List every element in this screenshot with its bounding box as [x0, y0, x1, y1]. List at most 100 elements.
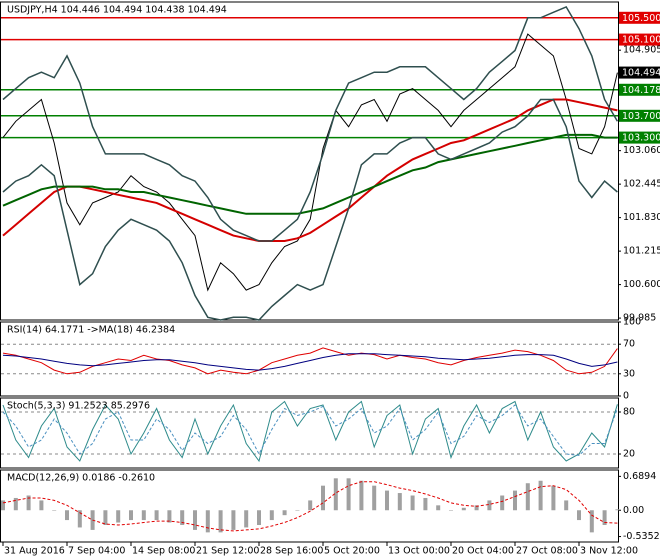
- level-label-box: [619, 33, 660, 46]
- histogram-bar: [295, 510, 300, 511]
- histogram-bar: [65, 510, 69, 521]
- x-tick-label: 5 Oct 20:00: [324, 546, 380, 557]
- y-tick-label: 104.905: [623, 45, 660, 56]
- y-tick-label: 100: [623, 317, 641, 328]
- histogram-bar: [385, 490, 389, 511]
- histogram-bar: [321, 485, 325, 511]
- x-tick-label: 28 Sep 16:00: [260, 546, 323, 557]
- histogram-bar: [602, 510, 607, 525]
- histogram-bar: [423, 497, 428, 511]
- last-price-label: 104.494: [622, 68, 660, 79]
- line-series: [2, 133, 618, 215]
- panel-frame: [0, 469, 619, 543]
- y-tick-label: 20: [623, 449, 635, 460]
- histogram-bar: [205, 510, 210, 533]
- histogram-bar: [346, 478, 351, 511]
- x-tick-label: 3 Nov 12:00: [580, 546, 638, 557]
- y-tick-label: 101.215: [623, 246, 660, 257]
- level-label-box: [619, 131, 660, 144]
- histogram-bar: [500, 495, 505, 511]
- histogram-bar: [359, 480, 364, 511]
- line-series: [2, 400, 618, 463]
- histogram-bar: [449, 510, 453, 511]
- histogram-bar: [525, 483, 530, 511]
- histogram-bar: [26, 495, 31, 511]
- x-tick-label: 14 Sep 08:00: [132, 546, 195, 557]
- histogram-bar: [333, 478, 338, 511]
- panel-title: USDJPY,H4 104.446 104.494 104.438 104.49…: [7, 5, 227, 16]
- line-series: [2, 5, 619, 242]
- y-tick-label: 99.985: [623, 313, 656, 324]
- level-label: 103.300: [622, 133, 660, 144]
- y-tick-label: 103.060: [623, 145, 660, 156]
- x-tick-label: 27 Oct 08:00: [516, 546, 578, 557]
- x-tick-label: 21 Sep 12:00: [196, 546, 259, 557]
- level-label: 105.500: [622, 13, 660, 24]
- x-tick-label: 20 Oct 04:00: [452, 546, 514, 557]
- level-label: 105.100: [622, 35, 660, 46]
- histogram-bar: [372, 485, 377, 511]
- histogram-bar: [538, 480, 543, 511]
- x-tick-label: 31 Aug 2016: [4, 546, 65, 557]
- histogram-bar: [244, 510, 249, 528]
- line-series: [2, 353, 618, 371]
- line-series: [2, 481, 618, 532]
- histogram-bar: [1, 500, 5, 511]
- y-tick-label: 101.830: [623, 212, 660, 223]
- y-tick-label: 80: [623, 407, 635, 418]
- level-label: 104.178: [622, 85, 660, 96]
- histogram-bar: [180, 510, 185, 525]
- level-label-box: [619, 109, 660, 122]
- panel-frame: [0, 321, 619, 397]
- y-tick-label: 100.600: [623, 279, 660, 290]
- y-tick-label: 102.445: [623, 179, 660, 190]
- y-tick-label: -0.5352: [623, 531, 660, 542]
- histogram-bar: [218, 510, 223, 533]
- histogram-bar: [410, 495, 415, 511]
- histogram-bar: [129, 510, 133, 521]
- histogram-bar: [193, 510, 197, 530]
- panel-frame: [0, 1, 619, 321]
- histogram-bar: [167, 510, 172, 523]
- level-label-box: [619, 83, 660, 96]
- histogram-bar: [39, 500, 44, 511]
- x-tick-label: 13 Oct 00:00: [388, 546, 450, 557]
- histogram-bar: [577, 510, 581, 521]
- histogram-bar: [231, 510, 236, 530]
- histogram-bar: [282, 510, 287, 516]
- level-label: 103.700: [622, 111, 660, 122]
- histogram-bar: [461, 507, 466, 511]
- histogram-bar: [103, 510, 108, 525]
- panel-title: MACD(12,26,9) 0.0186 -0.2610: [7, 473, 155, 484]
- histogram-bar: [141, 510, 146, 521]
- y-tick-label: 30: [623, 368, 635, 379]
- y-tick-label: 0: [623, 391, 629, 402]
- histogram-bar: [116, 510, 121, 523]
- histogram-bar: [551, 485, 556, 511]
- histogram-bar: [436, 505, 441, 511]
- histogram-bar: [474, 505, 479, 511]
- histogram-bar: [564, 500, 569, 511]
- y-tick-label: 70: [623, 339, 635, 350]
- panel-frame: [0, 397, 619, 469]
- histogram-bar: [77, 510, 82, 528]
- histogram-bar: [487, 500, 492, 511]
- y-tick-label: 0.00: [623, 505, 644, 516]
- line-series: [2, 98, 618, 321]
- last-price-box: [619, 66, 660, 79]
- level-label-box: [619, 11, 660, 24]
- line-series: [2, 347, 618, 375]
- histogram-bar: [269, 510, 274, 521]
- line-series: [2, 404, 618, 456]
- histogram-bar: [308, 500, 313, 511]
- panel-title: Stoch(5,3,3) 91.2523 85.2976: [7, 401, 150, 412]
- y-tick-label: 0.6894: [623, 471, 656, 482]
- panel-title: RSI(14) 64.1771 ->MA(18) 46.2384: [7, 325, 175, 336]
- histogram-bar: [615, 509, 620, 511]
- x-tick-label: 7 Sep 04:00: [68, 546, 125, 557]
- histogram-bar: [257, 510, 261, 525]
- histogram-bar: [154, 510, 159, 521]
- histogram-bar: [513, 490, 517, 511]
